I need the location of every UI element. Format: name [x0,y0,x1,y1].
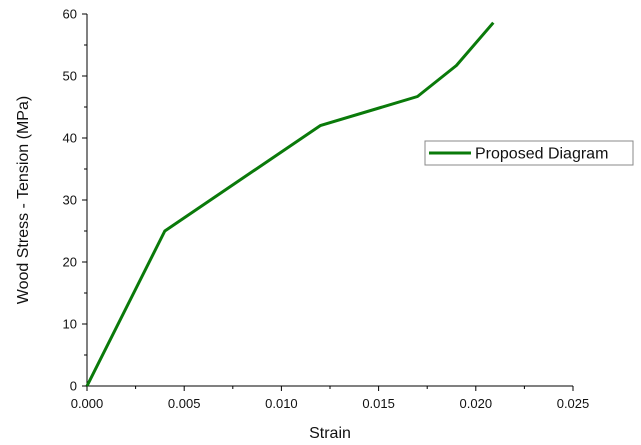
x-tick-label: 0.010 [265,396,298,411]
y-tick-label: 50 [63,69,77,84]
x-tick-label: 0.005 [168,396,201,411]
y-tick-label: 60 [63,7,77,22]
x-tick-label: 0.000 [71,396,104,411]
x-tick-label: 0.015 [362,396,395,411]
y-tick-label: 20 [63,255,77,270]
y-tick-label: 10 [63,317,77,332]
y-axis-title: Wood Stress - Tension (MPa) [15,96,32,304]
y-tick-label: 0 [70,379,77,394]
x-axis-ticks: 0.000 0.005 0.010 0.015 0.020 0.025 [71,386,590,411]
y-axis-ticks: 0 10 20 30 40 50 60 [63,7,87,394]
legend: Proposed Diagram [424,140,634,166]
x-axis-title: Strain [309,425,351,442]
axes [86,14,573,387]
y-tick-label: 40 [63,131,77,146]
x-tick-label: 0.025 [557,396,590,411]
x-tick-label: 0.020 [460,396,493,411]
series-line-proposed-diagram [85,21,495,387]
y-tick-label: 30 [63,193,77,208]
series-layer [85,21,495,387]
legend-label-proposed-diagram: Proposed Diagram [475,146,608,163]
